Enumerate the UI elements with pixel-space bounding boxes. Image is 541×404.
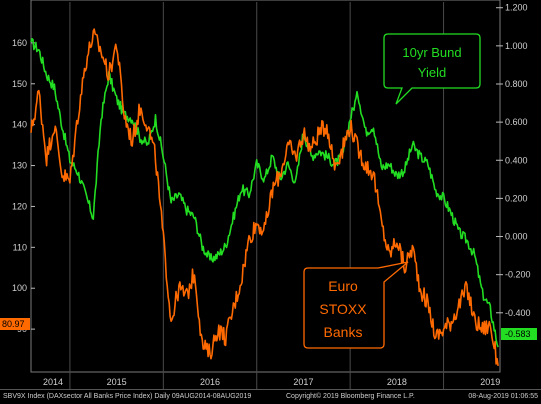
left-tick-label: 130 <box>12 161 27 171</box>
footer-timestamp: 08-Aug-2019 01:06:55 <box>468 393 538 400</box>
footer-bar: SBV9X Index (DAXsector All Banks Price I… <box>0 389 541 404</box>
x-tick-label: 2015 <box>107 377 127 387</box>
x-tick-label: 2017 <box>293 377 313 387</box>
right-tick-label: 0.800 <box>505 79 528 89</box>
left-last-value-tag: 80.97 <box>0 318 30 330</box>
left-tick-label: 100 <box>12 283 27 293</box>
x-tick-label: 2019 <box>480 377 500 387</box>
chart-area: 90100110120130140150160 1.2001.0000.8000… <box>0 0 537 389</box>
banks-annotation: Euro STOXX Banks <box>303 261 409 349</box>
right-tick-label: -0.200 <box>505 270 531 280</box>
x-tick-label: 2014 <box>43 377 63 387</box>
right-tick-label: 1.000 <box>505 41 528 51</box>
footer-copyright: Copyright© 2019 Bloomberg Finance L.P. <box>286 393 415 400</box>
banks-annotation-line1: Euro <box>328 278 358 294</box>
bund-annotation-line1: 10yr Bund <box>402 45 461 60</box>
right-tick-label: -0.400 <box>505 308 531 318</box>
banks-annotation-line3: Banks <box>324 324 363 340</box>
footer-source: SBV9X Index (DAXsector All Banks Price I… <box>3 393 252 400</box>
banks-annotation-line2: STOXX <box>319 301 367 317</box>
right-last-value: -0.583 <box>505 329 531 339</box>
left-tick-label: 110 <box>13 242 27 252</box>
left-tick-label: 120 <box>12 201 27 211</box>
series-layer <box>30 28 499 367</box>
right-tick-label: 1.200 <box>505 3 528 13</box>
series-line-banks <box>30 28 499 367</box>
x-tick-label: 2018 <box>387 377 407 387</box>
right-tick-label: 0.200 <box>505 193 528 203</box>
x-axis: 2014 2015 2016 2017 2018 2019 <box>43 377 500 387</box>
left-tick-label: 160 <box>12 38 27 48</box>
left-last-value: 80.97 <box>2 319 25 329</box>
right-tick-label: 0.400 <box>505 155 528 165</box>
right-axis: 1.200 1.000 0.800 0.600 0.400 0.200 0.000 -0.20… <box>496 3 531 318</box>
bund-annotation: 10yr Bund Yield <box>383 33 481 105</box>
right-tick-label: 0.600 <box>505 117 528 127</box>
bund-annotation-line2: Yield <box>418 65 446 80</box>
right-tick-label: 0.000 <box>505 232 528 242</box>
left-tick-label: 150 <box>12 79 27 89</box>
left-tick-label: 140 <box>12 120 27 130</box>
x-tick-label: 2016 <box>200 377 220 387</box>
right-last-value-tag: -0.583 <box>501 328 537 340</box>
